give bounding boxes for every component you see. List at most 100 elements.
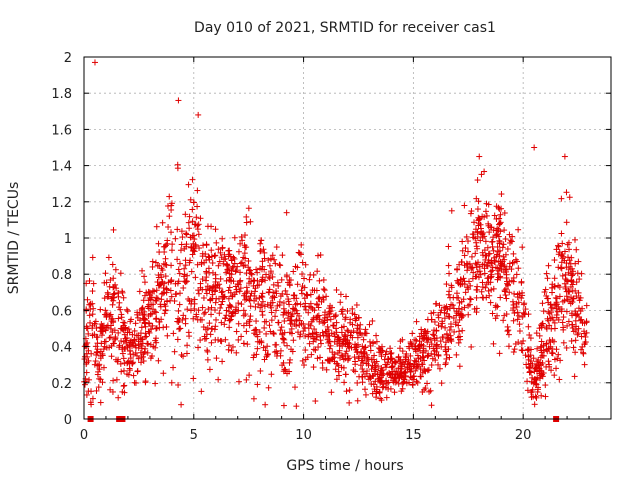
data-point bbox=[495, 204, 502, 211]
data-point bbox=[261, 324, 268, 331]
data-point bbox=[107, 276, 114, 283]
data-point bbox=[109, 294, 116, 301]
data-point bbox=[348, 329, 355, 336]
data-point bbox=[252, 326, 259, 333]
data-point bbox=[508, 266, 515, 273]
data-point bbox=[276, 261, 283, 268]
data-point bbox=[124, 335, 131, 342]
data-point bbox=[506, 239, 513, 246]
data-point bbox=[563, 264, 570, 271]
data-point bbox=[488, 286, 495, 293]
data-point bbox=[162, 261, 169, 268]
y-tick-label: 0.6 bbox=[51, 304, 72, 319]
data-point bbox=[347, 319, 354, 326]
data-point bbox=[464, 248, 471, 255]
data-point bbox=[152, 380, 159, 387]
data-point bbox=[518, 340, 525, 347]
data-point bbox=[501, 312, 508, 319]
data-point bbox=[174, 256, 181, 263]
data-point bbox=[215, 376, 222, 383]
data-point bbox=[442, 348, 449, 355]
data-point bbox=[117, 306, 124, 313]
data-point bbox=[232, 308, 239, 315]
data-point bbox=[359, 357, 366, 364]
data-point bbox=[563, 293, 570, 300]
data-point bbox=[175, 307, 182, 314]
data-point bbox=[331, 333, 338, 340]
data-point bbox=[378, 365, 385, 372]
data-point bbox=[242, 255, 249, 262]
data-point bbox=[483, 212, 490, 219]
data-point bbox=[473, 239, 480, 246]
data-point bbox=[241, 296, 248, 303]
data-point bbox=[270, 281, 277, 288]
data-point bbox=[259, 263, 266, 270]
data-point bbox=[219, 298, 226, 305]
data-point bbox=[488, 273, 495, 280]
data-point bbox=[136, 288, 143, 295]
data-point bbox=[161, 243, 168, 250]
data-point bbox=[539, 300, 546, 307]
data-point bbox=[551, 372, 558, 379]
data-point bbox=[153, 287, 160, 294]
data-point bbox=[88, 388, 95, 395]
data-point bbox=[310, 364, 317, 371]
data-point bbox=[177, 247, 184, 254]
data-point bbox=[300, 328, 307, 335]
data-point bbox=[200, 242, 207, 249]
data-point bbox=[510, 305, 517, 312]
data-point bbox=[327, 302, 334, 309]
data-point bbox=[486, 292, 493, 299]
data-point bbox=[246, 316, 253, 323]
data-point bbox=[497, 258, 504, 265]
data-point bbox=[280, 359, 287, 366]
data-point bbox=[84, 325, 91, 332]
data-point bbox=[178, 401, 185, 408]
data-point bbox=[339, 311, 346, 318]
data-point bbox=[280, 402, 287, 409]
data-point bbox=[407, 368, 414, 375]
data-point bbox=[247, 313, 254, 320]
data-point bbox=[153, 325, 160, 332]
data-point bbox=[473, 195, 480, 202]
data-point bbox=[572, 349, 579, 356]
data-point bbox=[316, 318, 323, 325]
data-point bbox=[314, 268, 321, 275]
data-point bbox=[513, 303, 520, 310]
data-point bbox=[203, 290, 210, 297]
data-point bbox=[573, 246, 580, 253]
data-point bbox=[175, 97, 182, 104]
data-point bbox=[266, 289, 273, 296]
data-point bbox=[501, 209, 508, 216]
data-point bbox=[259, 290, 266, 297]
data-point bbox=[228, 312, 235, 319]
data-point bbox=[551, 283, 558, 290]
data-point bbox=[167, 287, 174, 294]
data-point bbox=[286, 282, 293, 289]
data-point bbox=[418, 326, 425, 333]
data-point bbox=[330, 354, 337, 361]
data-point bbox=[320, 286, 327, 293]
data-points bbox=[81, 59, 590, 410]
data-point bbox=[319, 359, 326, 366]
data-point bbox=[486, 229, 493, 236]
data-point bbox=[490, 234, 497, 241]
data-point bbox=[558, 230, 565, 237]
data-point bbox=[257, 248, 264, 255]
data-point bbox=[423, 330, 430, 337]
data-point bbox=[156, 249, 163, 256]
data-point bbox=[225, 346, 232, 353]
data-point bbox=[444, 306, 451, 313]
data-point bbox=[522, 352, 529, 359]
data-point bbox=[379, 372, 386, 379]
data-point bbox=[190, 199, 197, 206]
data-point bbox=[154, 295, 161, 302]
data-point bbox=[147, 355, 154, 362]
data-point bbox=[180, 284, 187, 291]
data-point bbox=[572, 308, 579, 315]
data-point bbox=[494, 270, 501, 277]
data-point bbox=[322, 328, 329, 335]
data-point bbox=[130, 372, 137, 379]
data-point bbox=[478, 288, 485, 295]
data-point bbox=[145, 328, 152, 335]
